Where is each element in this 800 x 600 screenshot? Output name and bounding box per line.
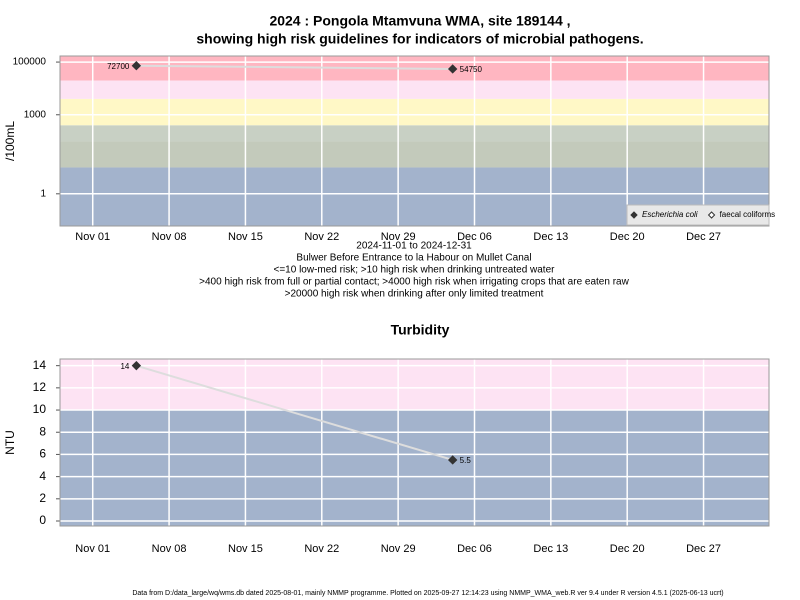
y-axis-label: NTU — [3, 430, 17, 455]
chart-title: Turbidity — [391, 322, 450, 338]
x-tick-label: Dec 13 — [533, 231, 568, 243]
y-tick-label: 1000 — [24, 109, 47, 120]
x-tick-label: Dec 20 — [610, 543, 645, 555]
point — [447, 455, 458, 465]
x-tick-label: Dec 20 — [610, 231, 645, 243]
legend-marker — [707, 211, 716, 219]
x-tick-label: Dec 06 — [457, 543, 492, 555]
risk-band — [60, 80, 769, 99]
x-tick-label: Nov 01 — [75, 543, 110, 555]
x-tick-label: Nov 15 — [228, 231, 263, 243]
y-tick-label: 1 — [40, 188, 46, 199]
data-label: 72700 — [107, 62, 130, 71]
x-tick-label: Nov 22 — [304, 231, 339, 243]
legend-label: Escherichia coli — [642, 210, 698, 219]
footer: Data from D:/data_large/wq/wms.db dated … — [132, 590, 723, 597]
legend-label: faecal coliforms — [720, 210, 776, 219]
x-tick-label: Nov 08 — [152, 543, 187, 555]
data-label: 5.5 — [460, 456, 472, 465]
risk-band — [60, 98, 769, 126]
point — [131, 360, 142, 371]
x-tick-label: Nov 15 — [228, 543, 263, 555]
note: >20000 high risk when drinking after onl… — [285, 289, 544, 300]
risk-band — [60, 410, 769, 526]
note: 2024-11-01 to 2024-12-31 — [356, 241, 472, 252]
y-tick-label: 14 — [33, 358, 47, 372]
data-label: 14 — [120, 362, 129, 371]
y-tick-label: 6 — [39, 447, 46, 461]
y-tick-label: 0 — [39, 513, 46, 527]
plot-frame — [59, 358, 770, 527]
x-tick-label: Nov 29 — [381, 543, 416, 555]
legend-box — [626, 204, 770, 226]
x-tick-label: Nov 08 — [152, 231, 187, 243]
x-tick-label: Dec 27 — [686, 231, 721, 243]
risk-band — [60, 359, 769, 411]
note: <=10 low-med risk; >10 high risk when dr… — [274, 265, 556, 276]
y-tick-label: 100000 — [13, 57, 47, 68]
x-tick-label: Nov 29 — [381, 231, 416, 243]
risk-band — [60, 141, 769, 168]
legend-marker — [630, 211, 638, 219]
note: >400 high risk from full or partial cont… — [199, 277, 629, 288]
x-tick-label: Nov 01 — [75, 231, 110, 243]
x-tick-label: Dec 06 — [457, 231, 492, 243]
x-tick-label: Nov 22 — [304, 543, 339, 555]
chart-title: showing high risk guidelines for indicat… — [196, 31, 643, 47]
y-tick-label: 12 — [33, 380, 47, 394]
plot-frame — [59, 55, 770, 227]
note: Bulwer Before Entrance to la Habour on M… — [296, 253, 531, 264]
x-tick-label: Dec 13 — [533, 543, 568, 555]
y-tick-label: 8 — [39, 424, 46, 438]
y-tick-label: 2 — [39, 491, 46, 505]
risk-band — [60, 125, 769, 142]
data-label: 54750 — [460, 65, 483, 74]
y-tick-label: 10 — [33, 402, 47, 416]
series-line — [136, 64, 453, 70]
series-line — [136, 364, 453, 461]
x-tick-label: Dec 27 — [686, 543, 721, 555]
y-tick-label: 4 — [39, 469, 46, 483]
chart-title: 2024 : Pongola Mtamvuna WMA, site 189144… — [269, 13, 570, 29]
point — [447, 64, 458, 74]
point — [131, 61, 142, 71]
y-axis-label: /100mL — [3, 121, 17, 161]
